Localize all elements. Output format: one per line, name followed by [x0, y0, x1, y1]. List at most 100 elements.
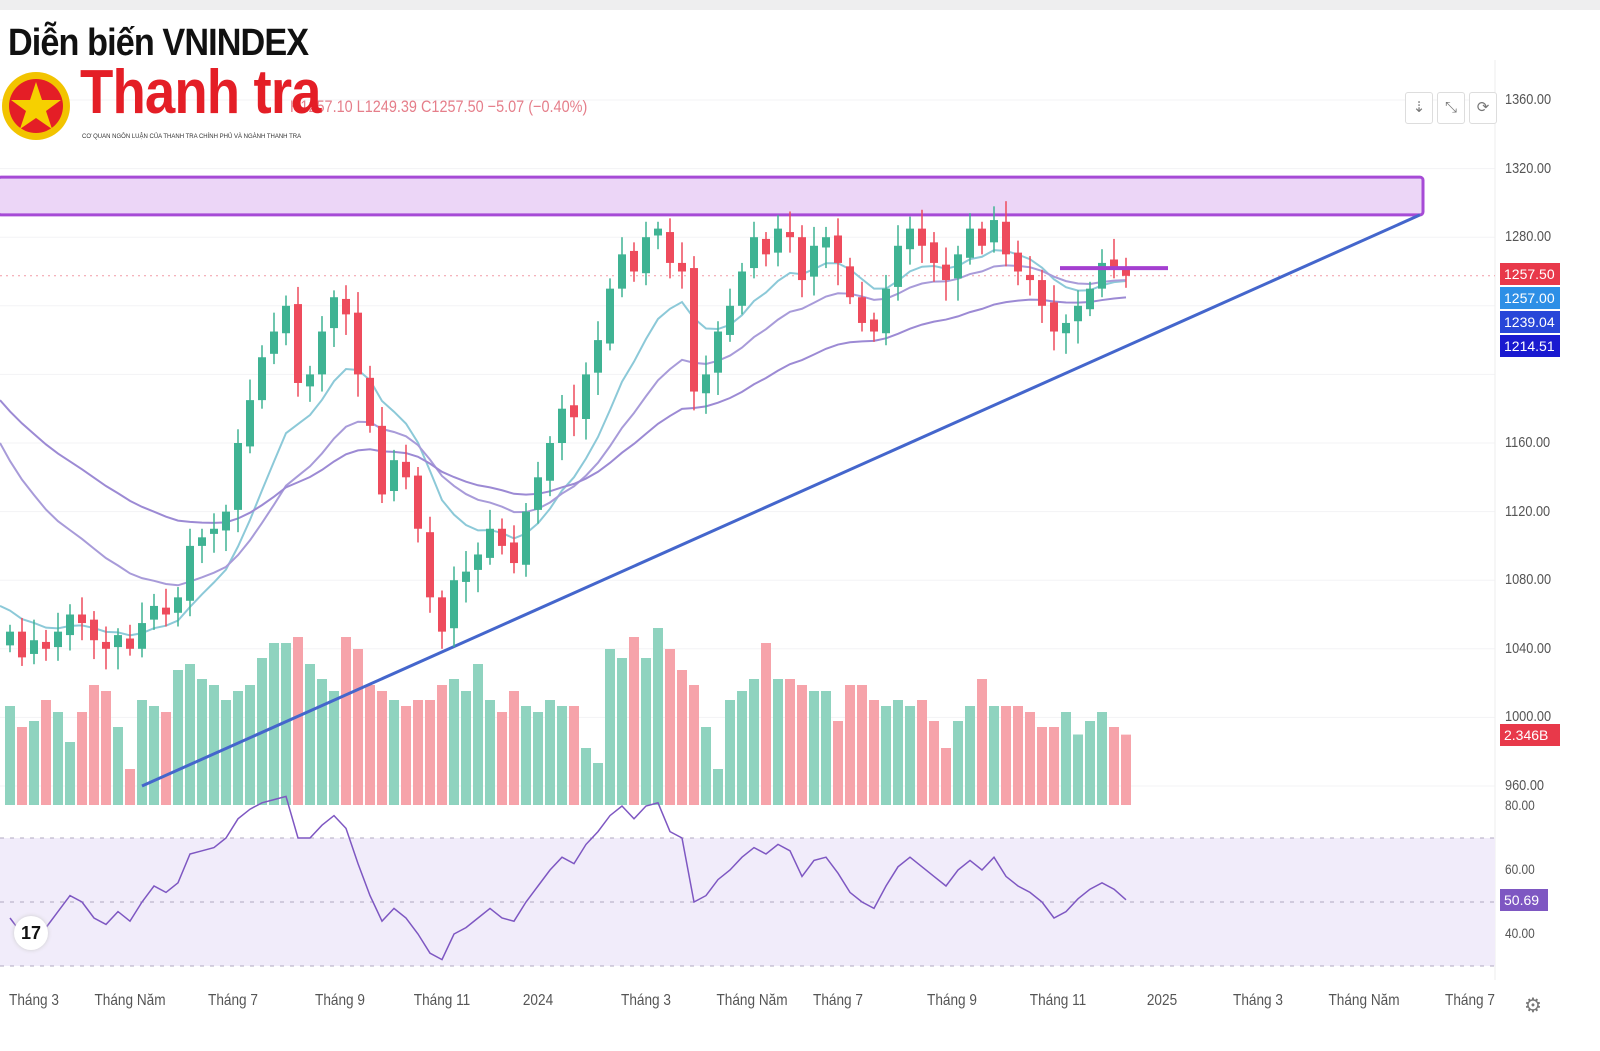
- volume-bar: [977, 679, 987, 805]
- volume-bar: [89, 685, 99, 805]
- volume-bar: [785, 679, 795, 805]
- candle: [738, 262, 746, 315]
- candle: [174, 587, 182, 627]
- candle-body: [522, 511, 530, 565]
- volume-bar: [485, 700, 495, 805]
- candle-body: [774, 228, 782, 253]
- volume-bar: [509, 691, 519, 805]
- candle: [294, 286, 302, 397]
- volume-bar: [569, 706, 579, 805]
- candle: [498, 518, 506, 555]
- candle: [546, 436, 554, 497]
- candle: [726, 288, 734, 342]
- candle-body: [642, 237, 650, 274]
- candle: [870, 312, 878, 342]
- candle-body: [366, 377, 374, 426]
- candle: [42, 629, 50, 661]
- volume-bar: [521, 706, 531, 805]
- candle: [210, 513, 218, 553]
- candle: [390, 449, 398, 502]
- candle-body: [618, 254, 626, 289]
- price-axis-label: 1040.00: [1505, 639, 1552, 657]
- download-icon[interactable]: ⇣: [1405, 92, 1433, 124]
- candle: [666, 218, 674, 279]
- candle: [78, 597, 86, 641]
- candle: [18, 617, 26, 666]
- candle: [66, 604, 74, 651]
- volume-bar: [1037, 727, 1047, 805]
- candle: [162, 588, 170, 627]
- volume-badge: 2.346B: [1500, 724, 1560, 746]
- candle: [258, 345, 266, 409]
- candle-body: [846, 266, 854, 298]
- candle: [570, 384, 578, 437]
- candle-body: [390, 460, 398, 492]
- volume-bar: [173, 670, 183, 805]
- candle-body: [354, 312, 362, 375]
- candle: [150, 593, 158, 630]
- time-axis-label: Tháng 11: [1029, 992, 1086, 1009]
- volume-bar: [341, 637, 351, 805]
- price-badge: 1214.51: [1500, 335, 1560, 357]
- candle: [822, 226, 830, 269]
- candle-body: [18, 631, 26, 658]
- time-axis-label: Tháng 7: [1445, 992, 1496, 1009]
- volume-bar: [41, 700, 51, 805]
- volume-bar: [929, 721, 939, 805]
- volume-bar: [749, 679, 759, 805]
- volume-bar: [737, 691, 747, 805]
- candle-body: [318, 331, 326, 375]
- volume-bar: [113, 727, 123, 805]
- candle: [1074, 290, 1082, 344]
- settings-gear-icon[interactable]: ⚙: [1524, 995, 1542, 1017]
- candle: [30, 619, 38, 665]
- candle-body: [546, 443, 554, 481]
- rsi-line: [9, 795, 1127, 961]
- candle-body: [450, 580, 458, 629]
- volume-bar: [965, 706, 975, 805]
- candle-body: [726, 305, 734, 335]
- reset-icon[interactable]: ⟳: [1469, 92, 1497, 124]
- candle: [810, 226, 818, 296]
- rsi-badge: 50.69: [1500, 888, 1548, 911]
- candle: [906, 216, 914, 265]
- candle-body: [234, 443, 242, 510]
- candle-body: [714, 331, 722, 373]
- candle: [1122, 257, 1130, 288]
- volume-bar: [953, 721, 963, 805]
- price-axis-label: 1320.00: [1505, 159, 1552, 177]
- volume-bar: [65, 742, 75, 805]
- price-axis-label: 1080.00: [1505, 571, 1552, 589]
- candle: [1098, 249, 1106, 298]
- candle: [1014, 240, 1022, 286]
- logo-subtitle: CƠ QUAN NGÔN LUẬN CỦA THANH TRA CHÍNH PH…: [82, 134, 302, 140]
- volume-bar: [497, 712, 507, 805]
- volume-bar: [161, 712, 171, 805]
- candle-body: [762, 238, 770, 255]
- time-axis-label: Tháng Năm: [716, 992, 788, 1009]
- price-badge: 1257.00: [1500, 287, 1560, 309]
- volume-bar: [761, 643, 771, 805]
- volume-bar: [389, 700, 399, 805]
- thanh-tra-emblem-icon: [2, 72, 70, 140]
- ohlc-readout: H1257.10 L1249.39 C1257.50 −5.07 (−0.40%…: [290, 97, 588, 116]
- volume-bar: [209, 685, 219, 805]
- collapse-icon[interactable]: ⤡: [1437, 92, 1465, 124]
- candle: [306, 365, 314, 402]
- candle: [1086, 281, 1094, 317]
- volume-bar: [413, 700, 423, 805]
- candle-body: [594, 340, 602, 373]
- logo-text: Thanh tra: [80, 58, 322, 127]
- candle: [834, 218, 842, 286]
- tradingview-logo-icon[interactable]: 17: [14, 916, 48, 950]
- candle-body: [882, 288, 890, 334]
- candle-body: [1074, 305, 1082, 322]
- candle-body: [1026, 274, 1034, 281]
- volume-bar: [593, 763, 603, 805]
- candle: [774, 214, 782, 267]
- candle: [798, 225, 806, 298]
- candle-body: [894, 245, 902, 287]
- volume-bar: [821, 691, 831, 805]
- volume-bar: [449, 679, 459, 805]
